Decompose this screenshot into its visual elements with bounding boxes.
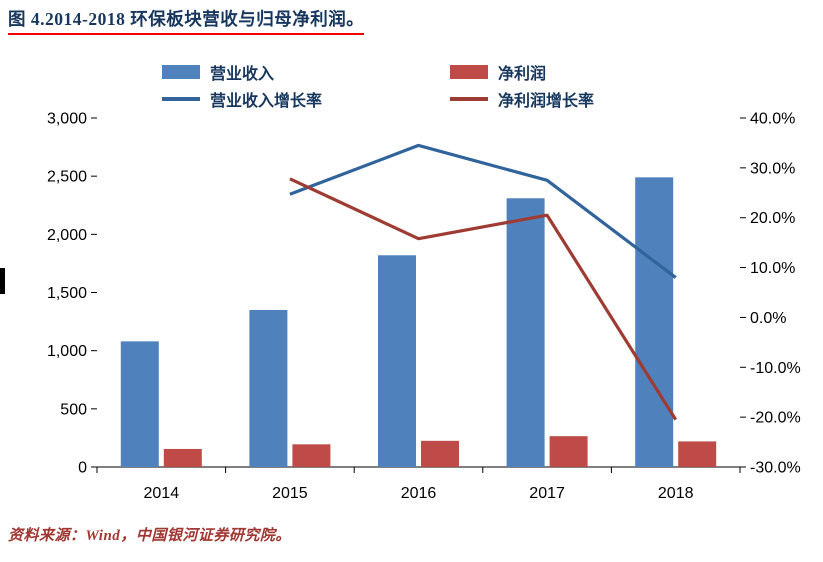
source-note: 资料来源：Wind，中国银河证券研究院。 <box>8 524 291 545</box>
svg-text:3,000: 3,000 <box>47 111 87 128</box>
svg-text:2,500: 2,500 <box>47 169 87 186</box>
svg-text:0: 0 <box>78 460 87 477</box>
svg-text:10.0%: 10.0% <box>750 260 795 277</box>
revenue-line-swatch <box>162 97 200 101</box>
legend-item-revenue-growth: 营业收入增长率 <box>162 87 450 111</box>
svg-text:20.0%: 20.0% <box>750 210 795 227</box>
svg-text:40.0%: 40.0% <box>750 111 795 128</box>
svg-text:-30.0%: -30.0% <box>750 460 801 477</box>
svg-text:30.0%: 30.0% <box>750 160 795 177</box>
legend-label: 净利润 <box>498 66 547 83</box>
svg-text:0.0%: 0.0% <box>750 310 786 327</box>
combo-chart: 0 500 1,000 1,500 2,000 2,500 3,000 -30.0% -20.0… <box>47 111 801 503</box>
source-suffix: ，中国银河证券研究院。 <box>120 528 291 544</box>
figure-title: 图 4.2014-2018 环保板块营收与归母净利润。 <box>8 6 365 35</box>
legend-item-profit-growth: 净利润增长率 <box>450 87 594 111</box>
source-vendor: Wind <box>85 528 121 544</box>
legend-label: 净利润增长率 <box>498 93 595 110</box>
svg-text:-10.0%: -10.0% <box>750 360 801 377</box>
legend-item-revenue: 营业收入 <box>162 60 450 84</box>
svg-text:2018: 2018 <box>658 485 694 502</box>
profit-line-swatch <box>450 97 488 101</box>
svg-text:2016: 2016 <box>401 485 437 502</box>
revenue-bar-swatch <box>162 65 200 79</box>
legend-item-profit: 净利润 <box>450 60 594 84</box>
svg-text:2017: 2017 <box>529 485 565 502</box>
chart-legend: 营业收入 净利润 营业收入增长率 净利润增长率 <box>162 60 594 111</box>
svg-text:2,000: 2,000 <box>47 227 87 244</box>
svg-text:1,000: 1,000 <box>47 343 87 360</box>
svg-text:500: 500 <box>60 401 87 418</box>
svg-text:-20.0%: -20.0% <box>750 410 801 427</box>
legend-label: 营业收入增长率 <box>210 93 323 110</box>
left-edge-mark <box>0 268 5 294</box>
legend-label: 营业收入 <box>210 66 275 83</box>
svg-text:2015: 2015 <box>272 485 308 502</box>
source-prefix: 资料来源： <box>8 528 86 544</box>
svg-text:1,500: 1,500 <box>47 285 87 302</box>
profit-bar-swatch <box>450 65 488 79</box>
svg-text:2014: 2014 <box>144 485 180 502</box>
chart-area: 0 500 1,000 1,500 2,000 2,500 3,000 -30.0% -20.0… <box>0 110 823 515</box>
